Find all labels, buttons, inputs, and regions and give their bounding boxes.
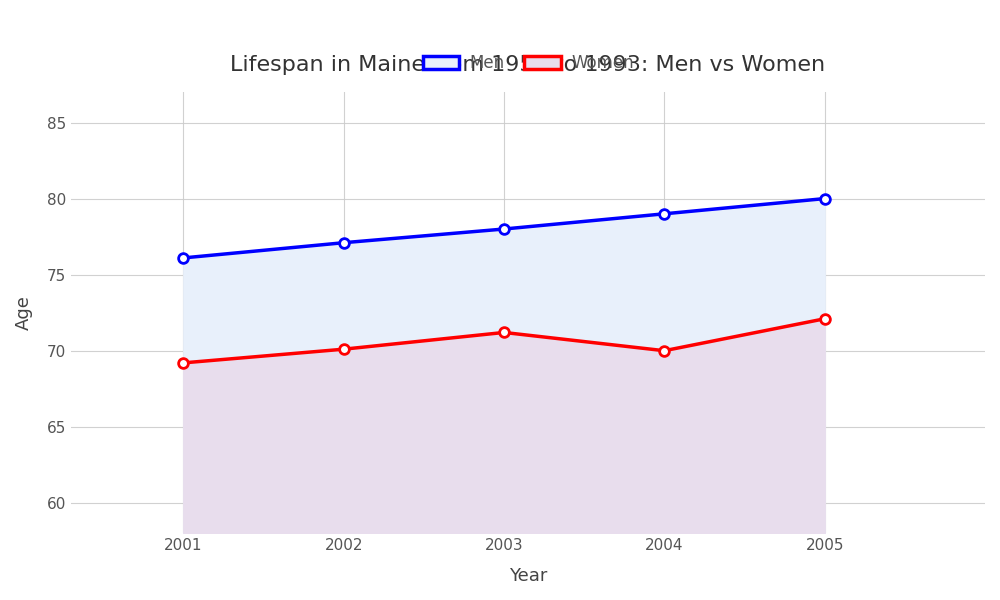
X-axis label: Year: Year [509, 567, 547, 585]
Y-axis label: Age: Age [15, 295, 33, 330]
Title: Lifespan in Maine from 1959 to 1993: Men vs Women: Lifespan in Maine from 1959 to 1993: Men… [230, 55, 826, 75]
Legend: Men, Women: Men, Women [416, 47, 640, 79]
